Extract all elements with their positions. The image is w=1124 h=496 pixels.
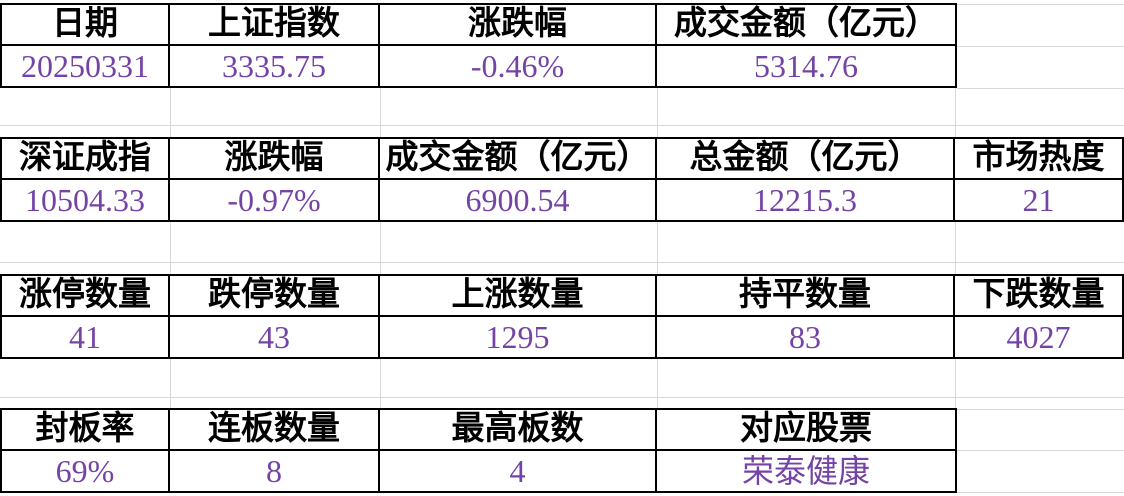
gridline xyxy=(955,359,956,408)
header-cell-limit-up-count[interactable]: 涨停数量 xyxy=(2,276,170,317)
table-shenzhen-index-summary: 深证成指 涨跌幅 成交金额（亿元） 总金额（亿元） 市场热度 10504.33 … xyxy=(0,137,1124,222)
gridline xyxy=(380,359,381,408)
gridline xyxy=(170,222,171,274)
header-cell-turnover[interactable]: 成交金额（亿元） xyxy=(380,139,657,180)
gridline xyxy=(657,222,658,274)
header-cell-related-stock[interactable]: 对应股票 xyxy=(657,410,955,451)
header-cell-change-pct[interactable]: 涨跌幅 xyxy=(170,139,380,180)
gridline xyxy=(170,359,171,408)
gridline xyxy=(0,397,1124,398)
gridline xyxy=(955,88,956,137)
header-cell-consecutive-boards[interactable]: 连板数量 xyxy=(170,410,380,451)
value-cell-decliners[interactable]: 4027 xyxy=(1006,319,1071,355)
value-cell-max-boards[interactable]: 4 xyxy=(380,451,657,491)
value-cell-advancers[interactable]: 1295 xyxy=(380,317,657,357)
header-cell-sse-index[interactable]: 上证指数 xyxy=(170,5,380,46)
value-cell-unchanged[interactable]: 83 xyxy=(657,317,955,357)
header-cell-limit-down-count[interactable]: 跌停数量 xyxy=(170,276,380,317)
value-cell-market-heat[interactable]: 21 xyxy=(1022,182,1055,218)
value-cell-seal-rate[interactable]: 69% xyxy=(2,451,170,491)
gridline xyxy=(0,262,1124,263)
gridline xyxy=(0,125,1124,126)
header-cell-turnover[interactable]: 成交金额（亿元） xyxy=(657,5,955,46)
header-cell-change-pct[interactable]: 涨跌幅 xyxy=(380,5,657,46)
header-cell-szse-index[interactable]: 深证成指 xyxy=(2,139,170,180)
header-cell-unchanged[interactable]: 持平数量 xyxy=(657,276,955,317)
value-cell-change-pct[interactable]: -0.97% xyxy=(170,180,380,220)
gridline xyxy=(657,359,658,408)
value-cell-turnover[interactable]: 5314.76 xyxy=(754,48,858,84)
value-cell-change-pct[interactable]: -0.46% xyxy=(380,46,657,86)
value-cell-turnover[interactable]: 6900.54 xyxy=(380,180,657,220)
gridline xyxy=(380,88,381,137)
value-cell-limit-up-count[interactable]: 41 xyxy=(2,317,170,357)
value-cell-limit-down-count[interactable]: 43 xyxy=(170,317,380,357)
value-cell-szse-index[interactable]: 10504.33 xyxy=(2,180,170,220)
gridline xyxy=(957,4,1124,5)
table-shanghai-index-summary: 日期 上证指数 涨跌幅 成交金额（亿元） 20250331 3335.75 -0… xyxy=(0,3,957,88)
header-cell-total-amount[interactable]: 总金额（亿元） xyxy=(657,139,955,180)
gridline xyxy=(957,409,1124,410)
gridline xyxy=(657,88,658,137)
header-cell-market-heat[interactable]: 市场热度 xyxy=(955,139,1122,180)
header-cell-max-boards[interactable]: 最高板数 xyxy=(380,410,657,451)
header-cell-decliners[interactable]: 下跌数量 xyxy=(955,276,1122,317)
value-cell-consecutive-boards[interactable]: 8 xyxy=(170,451,380,491)
gridline xyxy=(957,450,1124,451)
value-cell-related-stock[interactable]: 荣泰健康 xyxy=(741,453,870,489)
value-cell-sse-index[interactable]: 3335.75 xyxy=(170,46,380,86)
value-cell-total-amount[interactable]: 12215.3 xyxy=(657,180,955,220)
value-cell-date[interactable]: 20250331 xyxy=(2,46,170,86)
header-cell-seal-rate[interactable]: 封板率 xyxy=(2,410,170,451)
header-cell-date[interactable]: 日期 xyxy=(2,5,170,46)
gridline xyxy=(955,222,956,274)
gridline xyxy=(170,88,171,137)
gridline xyxy=(380,222,381,274)
gridline xyxy=(957,492,1124,493)
table-limit-up-stats: 封板率 连板数量 最高板数 对应股票 69% 8 4 荣泰健康 xyxy=(0,408,957,493)
gridline xyxy=(957,88,1124,89)
header-cell-advancers[interactable]: 上涨数量 xyxy=(380,276,657,317)
gridline xyxy=(957,46,1124,47)
table-market-breadth: 涨停数量 跌停数量 上涨数量 持平数量 下跌数量 41 43 1295 83 4… xyxy=(0,274,1124,359)
